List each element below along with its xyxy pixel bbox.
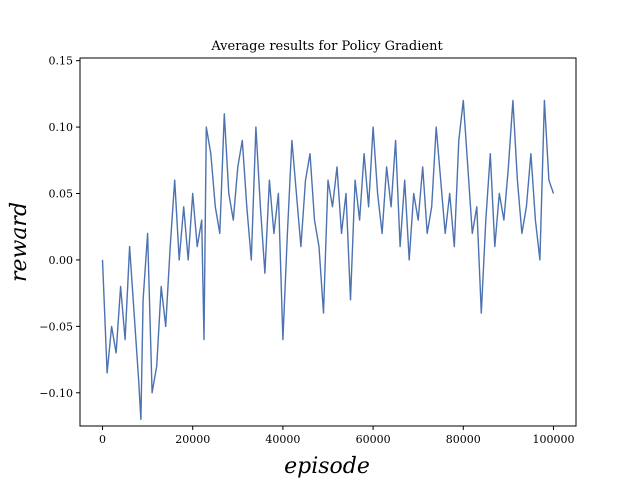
y-tick-label: 0.10: [49, 121, 74, 134]
y-tick-label: −0.10: [39, 387, 73, 400]
plot-frame: [79, 57, 577, 427]
x-tick-label: 100000: [532, 433, 574, 446]
x-tick-label: 80000: [446, 433, 481, 446]
x-tick-label: 0: [99, 433, 106, 446]
series-line-0: [101, 99, 555, 421]
y-tick-label: −0.05: [39, 320, 73, 333]
y-tick-label: 0.15: [49, 55, 74, 68]
chart-title: Average results for Policy Gradient: [210, 39, 443, 54]
x-tick-label: 60000: [356, 433, 391, 446]
x-axis-label: episode: [284, 454, 370, 479]
y-tick-label: 0.05: [49, 188, 74, 201]
y-tick-label: 0.00: [49, 254, 74, 267]
series-layer: [101, 99, 555, 421]
ticks-layer: 0 20000 40000 60000 80000 100000 −0.10 −0.05 0.0…: [39, 55, 574, 446]
x-tick-label: 20000: [175, 433, 210, 446]
x-tick-label: 40000: [265, 433, 300, 446]
y-axis-label: reward: [7, 202, 32, 282]
